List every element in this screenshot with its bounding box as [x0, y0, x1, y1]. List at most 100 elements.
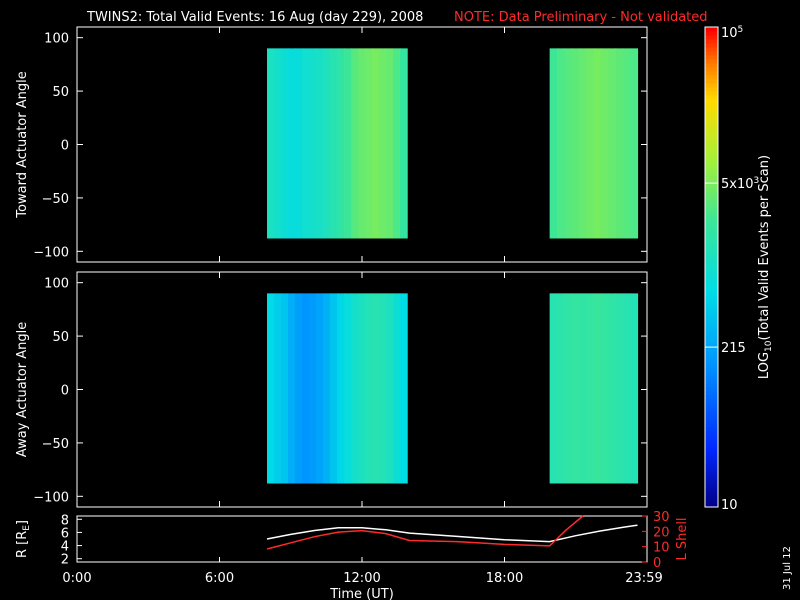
- heatmap-cell: [393, 293, 401, 484]
- heatmap-cell: [309, 293, 317, 484]
- heatmap-cell: [288, 48, 296, 239]
- colorbar-cell: [705, 231, 718, 236]
- heatmap-cell: [379, 48, 387, 239]
- colorbar-cell: [705, 403, 718, 408]
- heatmap-cell: [622, 48, 631, 239]
- colorbar-cell: [705, 207, 718, 212]
- colorbar-cell: [705, 167, 718, 172]
- colorbar-cell: [705, 127, 718, 132]
- colorbar-cell: [705, 483, 718, 488]
- heatmap-cell: [564, 293, 573, 484]
- colorbar-cell: [705, 439, 718, 444]
- colorbar-cell: [705, 495, 718, 500]
- colorbar-cell: [705, 295, 718, 300]
- heatmap-cell: [358, 293, 366, 484]
- colorbar-cell: [705, 279, 718, 284]
- heatmap-cell: [302, 48, 310, 239]
- x-tick-label: 12:00: [343, 571, 380, 586]
- colorbar-cell: [705, 67, 718, 72]
- heatmap-cell: [578, 293, 587, 484]
- heatmap-cell: [608, 48, 617, 239]
- heatmap-cell: [549, 293, 558, 484]
- heatmap-cell: [337, 293, 345, 484]
- x-axis-label: Time (UT): [329, 587, 394, 600]
- y2-tick-label: 20: [653, 525, 670, 540]
- radius-series-line: [266, 524, 638, 543]
- preliminary-note: NOTE: Data Preliminary - Not validated: [454, 10, 708, 25]
- colorbar-cell: [705, 343, 718, 348]
- colorbar-cell: [705, 55, 718, 60]
- heatmap-cell: [571, 293, 580, 484]
- colorbar-cell: [705, 463, 718, 468]
- y-tick-label: −50: [42, 437, 69, 452]
- heatmap-cell: [316, 293, 324, 484]
- y2-tick-label: 10: [653, 541, 670, 556]
- heatmap-cell: [549, 48, 558, 239]
- colorbar-cell: [705, 183, 718, 188]
- colorbar-cell: [705, 427, 718, 432]
- colorbar-cell: [705, 299, 718, 304]
- colorbar-cell: [705, 251, 718, 256]
- heatmap-cell: [593, 293, 602, 484]
- heatmap-cell: [302, 293, 310, 484]
- heatmap-cell: [379, 293, 387, 484]
- colorbar-cell: [705, 351, 718, 356]
- heatmap-cell: [622, 293, 631, 484]
- heatmap-cell: [330, 293, 338, 484]
- heatmap-cell: [274, 293, 282, 484]
- colorbar-cell: [705, 451, 718, 456]
- colorbar-cell: [705, 339, 718, 344]
- heatmap-cell: [372, 293, 380, 484]
- colorbar-cell: [705, 379, 718, 384]
- colorbar-cell: [705, 239, 718, 244]
- colorbar-cell: [705, 155, 718, 160]
- colorbar-cell: [705, 367, 718, 372]
- heatmap-cell: [556, 293, 565, 484]
- colorbar-cell: [705, 219, 718, 224]
- heatmap-cell: [365, 293, 373, 484]
- heatmap-cell: [386, 48, 394, 239]
- heatmap-cell: [372, 48, 380, 239]
- colorbar-cell: [705, 83, 718, 88]
- heatmap-cell: [281, 293, 289, 484]
- colorbar-cell: [705, 383, 718, 388]
- heatmap-cell: [351, 293, 359, 484]
- heatmap-cell: [578, 48, 587, 239]
- heatmap-cell: [281, 48, 289, 239]
- colorbar-cell: [705, 211, 718, 216]
- colorbar-cell: [705, 263, 718, 268]
- colorbar-cell: [705, 287, 718, 292]
- colorbar-cell: [705, 123, 718, 128]
- colorbar-cell: [705, 35, 718, 40]
- heatmap-cell: [323, 293, 331, 484]
- colorbar-cell: [705, 135, 718, 140]
- l-shell-series-line: [266, 515, 584, 550]
- heatmap-cell: [337, 48, 345, 239]
- colorbar-cell: [705, 443, 718, 448]
- y-tick-label: 8: [61, 513, 69, 528]
- y-tick-label: 100: [44, 32, 69, 47]
- colorbar-cell: [705, 283, 718, 288]
- y-tick-label: −50: [42, 192, 69, 207]
- colorbar-cell: [705, 27, 718, 32]
- colorbar-cell: [705, 175, 718, 180]
- y-axis-label: Away Actuator Angle: [15, 322, 30, 457]
- colorbar-cell: [705, 147, 718, 152]
- colorbar-cell: [705, 303, 718, 308]
- colorbar-cell: [705, 291, 718, 296]
- colorbar-cell: [705, 487, 718, 492]
- colorbar-cell: [705, 31, 718, 36]
- colorbar-cell: [705, 131, 718, 136]
- colorbar-cell: [705, 95, 718, 100]
- x-tick-label: 23:59: [625, 571, 662, 586]
- colorbar-cell: [705, 323, 718, 328]
- heatmap-cell: [400, 48, 408, 239]
- y-tick-label: 100: [44, 277, 69, 292]
- colorbar-cell: [705, 87, 718, 92]
- colorbar-cell: [705, 103, 718, 108]
- colorbar-cell: [705, 363, 718, 368]
- colorbar-cell: [705, 319, 718, 324]
- colorbar-cell: [705, 119, 718, 124]
- colorbar-cell: [705, 199, 718, 204]
